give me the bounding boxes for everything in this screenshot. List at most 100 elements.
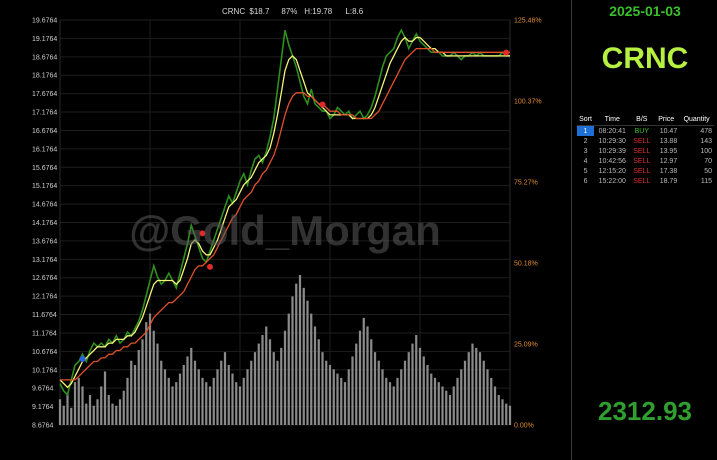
volume-bar	[111, 403, 114, 425]
volume-bar	[223, 352, 227, 425]
volume-bar	[501, 399, 504, 425]
trade-sort: 3	[583, 147, 588, 155]
trade-row[interactable]: 4 10:42:56 SELL 12.97 70	[577, 156, 714, 166]
volume-bar	[231, 373, 234, 425]
volume-bar	[103, 371, 107, 425]
volume-bar	[276, 360, 279, 425]
header-high: H:19.78	[304, 7, 333, 16]
volume-bar	[441, 386, 444, 425]
volume-bar	[490, 377, 493, 425]
volume-bar	[227, 365, 230, 425]
volume-bar	[328, 365, 332, 425]
volume-bar	[145, 322, 148, 425]
volume-bar	[88, 395, 92, 425]
volume-bar	[141, 339, 144, 425]
y-tick-label-left: 14.1764	[32, 220, 57, 227]
trade-row[interactable]: 2 10:29:30 SELL 13.88 143	[577, 136, 714, 146]
col-time[interactable]: Time	[594, 114, 631, 126]
trade-price: 18.79	[659, 177, 678, 185]
volume-bar	[456, 377, 459, 425]
volume-bar	[193, 360, 197, 425]
volume-bar	[148, 313, 152, 425]
volume-bar	[508, 405, 512, 425]
trade-row[interactable]: 1 08:20:41 BUY 10.47 478	[577, 125, 714, 136]
volume-bar	[250, 360, 253, 425]
volume-bar	[377, 360, 380, 425]
trade-row[interactable]: 5 12:15:20 SELL 17.38 50	[577, 166, 714, 176]
volume-bar	[118, 399, 122, 425]
watermark: @Gold_Morgan	[129, 207, 441, 254]
trade-row[interactable]: 3 10:29:39 SELL 13.95 100	[577, 146, 714, 156]
volume-bar	[190, 347, 193, 425]
volume-bar	[418, 347, 422, 425]
volume-bar	[197, 369, 200, 425]
y-tick-label-left: 11.6764	[32, 312, 57, 319]
volume-bar	[107, 395, 110, 425]
volume-bar	[362, 317, 365, 425]
y-tick-label-left: 14.6764	[32, 202, 57, 209]
volume-bar	[471, 343, 474, 425]
volume-bar	[347, 369, 350, 425]
volume-bar	[448, 395, 452, 425]
volume-bar	[283, 330, 287, 425]
col-quantity[interactable]: Quantity	[679, 114, 714, 126]
volume-bar	[265, 326, 268, 425]
col-sort[interactable]: Sort	[577, 114, 595, 126]
volume-bar	[351, 356, 354, 425]
trade-side: SELL	[633, 147, 651, 155]
chart-area: 19.6764 19.1764 18.6764 18.1764 17.6764 17.17…	[32, 7, 542, 430]
trade-row[interactable]: 6 15:22:00 SELL 18.79 115	[577, 176, 714, 186]
volume-bar	[272, 352, 275, 425]
y-tick-label-left: 15.1764	[32, 183, 57, 190]
volume-bar	[160, 360, 163, 425]
col-price[interactable]: Price	[653, 114, 680, 126]
volume-bar	[388, 382, 392, 425]
volume-bar	[291, 296, 294, 425]
volume-bar	[163, 369, 167, 425]
y-tick-label-left: 16.6764	[32, 128, 57, 135]
volume-bar	[62, 405, 65, 425]
sell-marker	[207, 263, 213, 270]
sell-marker	[199, 230, 206, 237]
volume-bar	[137, 350, 140, 425]
trade-price: 13.88	[659, 137, 678, 145]
y-tick-label-left: 17.1764	[32, 110, 57, 117]
trade-side: SELL	[633, 157, 651, 165]
volume-bar	[77, 377, 80, 425]
trade-time: 08:20:41	[598, 127, 626, 135]
fast-ma-line	[59, 36, 510, 389]
trades-header-row: Sort Time B/S Price Quantity	[577, 114, 714, 126]
y-tick-label-left: 12.1764	[32, 294, 57, 301]
volume-bar	[411, 343, 414, 425]
col-side[interactable]: B/S	[630, 114, 654, 126]
volume-bar	[433, 377, 437, 425]
volume-bar	[475, 347, 478, 425]
volume-bar	[216, 369, 219, 425]
y-tick-label-left: 9.6764	[32, 386, 54, 393]
volume-bar	[208, 386, 212, 425]
volume-bar	[430, 373, 433, 425]
trade-side: SELL	[633, 177, 651, 185]
trade-quantity: 70	[704, 157, 712, 165]
trade-quantity: 100	[700, 147, 712, 155]
volume-bar	[130, 360, 133, 425]
trade-time: 10:42:56	[598, 157, 626, 165]
y-tick-label-left: 13.1764	[32, 257, 57, 264]
trade-price: 13.95	[659, 147, 678, 155]
trade-sort: 6	[583, 177, 588, 185]
volume-bar	[437, 382, 440, 425]
volume-bar	[336, 373, 339, 425]
volume-bar	[242, 377, 245, 425]
y-tick-label-right: 25.09%	[514, 342, 538, 349]
y-tick-label-left: 8.6764	[32, 423, 54, 430]
y-tick-label-left: 18.6764	[32, 54, 57, 61]
volume-bar	[66, 392, 69, 425]
volume-bar	[92, 405, 95, 425]
volume-bar	[445, 390, 448, 425]
trade-price: 17.38	[659, 167, 678, 175]
volume-bar	[505, 403, 508, 425]
y-tick-label-left: 12.6764	[32, 275, 57, 282]
volume-bar	[178, 373, 182, 425]
volume-bar	[370, 339, 373, 425]
trade-quantity: 478	[700, 127, 712, 135]
